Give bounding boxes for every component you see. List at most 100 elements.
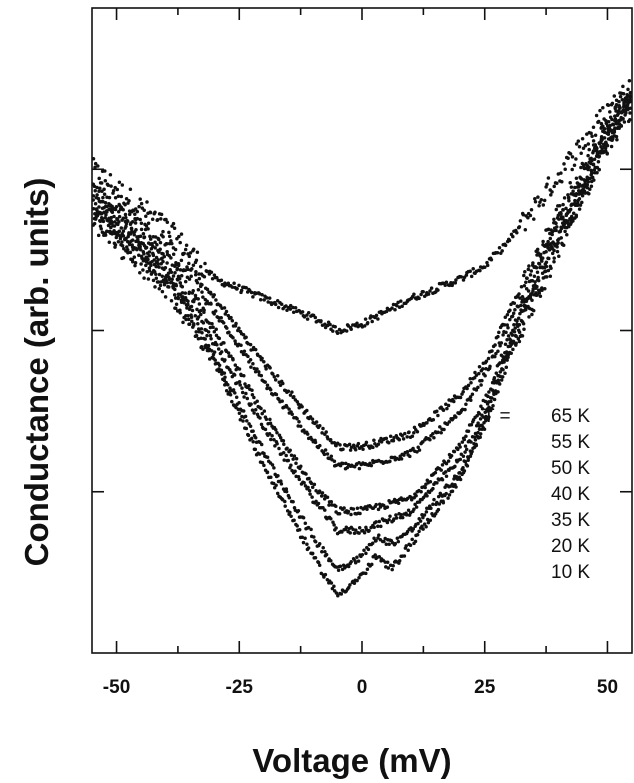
data-point <box>135 235 139 239</box>
data-point <box>117 233 122 238</box>
data-point <box>558 229 563 233</box>
data-point <box>377 502 382 506</box>
data-point <box>237 283 241 288</box>
data-point <box>624 99 628 104</box>
data-point <box>199 312 203 317</box>
data-point <box>118 236 123 241</box>
data-point <box>231 388 236 392</box>
data-point <box>176 261 181 266</box>
data-point <box>302 315 307 319</box>
data-point <box>508 308 512 313</box>
data-point <box>156 262 160 266</box>
data-point <box>413 539 418 544</box>
data-point <box>484 359 489 363</box>
data-point <box>272 374 277 379</box>
data-point <box>245 419 249 423</box>
data-point <box>527 315 531 319</box>
data-point <box>416 445 420 449</box>
data-point <box>611 123 616 127</box>
data-point <box>554 207 559 212</box>
data-point <box>195 250 200 254</box>
data-point <box>570 217 575 221</box>
data-point <box>382 539 386 544</box>
data-point <box>196 288 201 292</box>
data-point <box>117 180 122 185</box>
data-point <box>504 365 509 369</box>
data-point <box>587 147 591 152</box>
data-point <box>176 296 180 301</box>
data-point <box>568 152 573 156</box>
data-point <box>249 290 254 295</box>
data-point <box>297 477 302 482</box>
data-point <box>174 260 178 265</box>
data-point <box>141 268 145 272</box>
data-point <box>589 156 593 161</box>
data-point <box>138 248 143 252</box>
data-point <box>246 354 250 359</box>
data-point <box>589 184 594 189</box>
data-point <box>454 485 458 489</box>
data-point <box>107 240 112 244</box>
legend-entry: 20 K <box>551 536 590 557</box>
data-point <box>555 181 559 185</box>
data-point <box>519 285 524 289</box>
data-point <box>629 94 633 99</box>
data-point <box>361 447 365 451</box>
data-point <box>148 210 153 215</box>
data-point <box>217 319 222 323</box>
data-point <box>470 449 474 454</box>
data-point <box>503 342 508 346</box>
data-point <box>113 196 118 200</box>
data-point <box>91 206 96 211</box>
data-point <box>528 213 533 218</box>
data-point <box>497 330 501 335</box>
data-point <box>503 243 508 248</box>
data-point <box>272 438 276 442</box>
data-point <box>266 300 270 304</box>
data-point <box>562 225 567 230</box>
data-point <box>431 502 435 507</box>
data-point <box>602 127 607 131</box>
data-point <box>241 333 246 337</box>
data-point <box>228 367 232 372</box>
data-point <box>395 536 400 541</box>
data-point <box>384 542 389 547</box>
data-point <box>194 330 198 334</box>
data-point <box>276 305 281 310</box>
data-point <box>306 525 311 530</box>
data-point <box>196 327 201 331</box>
data-point <box>354 528 358 532</box>
data-point <box>193 272 198 277</box>
data-point <box>265 455 270 460</box>
data-point <box>107 195 112 200</box>
data-point <box>504 330 508 335</box>
x-tick-label: -50 <box>103 677 130 698</box>
data-point <box>592 178 596 182</box>
data-point <box>122 246 126 251</box>
data-point <box>127 209 132 213</box>
data-point <box>528 296 533 300</box>
data-point <box>216 315 221 320</box>
data-point <box>203 345 208 350</box>
data-point <box>282 442 286 446</box>
data-point <box>137 204 141 209</box>
data-point <box>103 179 108 183</box>
data-point <box>548 274 553 279</box>
data-point <box>399 299 403 303</box>
data-point <box>621 104 626 109</box>
data-point <box>422 513 427 517</box>
data-point <box>144 263 148 268</box>
data-point <box>374 520 378 524</box>
data-point <box>138 244 142 249</box>
data-point <box>97 176 101 181</box>
data-point <box>366 547 371 552</box>
data-point <box>446 496 450 500</box>
data-point <box>225 326 229 330</box>
data-point <box>621 84 625 89</box>
data-point <box>320 549 324 554</box>
data-point <box>423 485 427 490</box>
data-point <box>310 417 315 421</box>
data-point <box>436 413 440 418</box>
data-point <box>385 560 390 564</box>
data-point <box>379 440 384 444</box>
